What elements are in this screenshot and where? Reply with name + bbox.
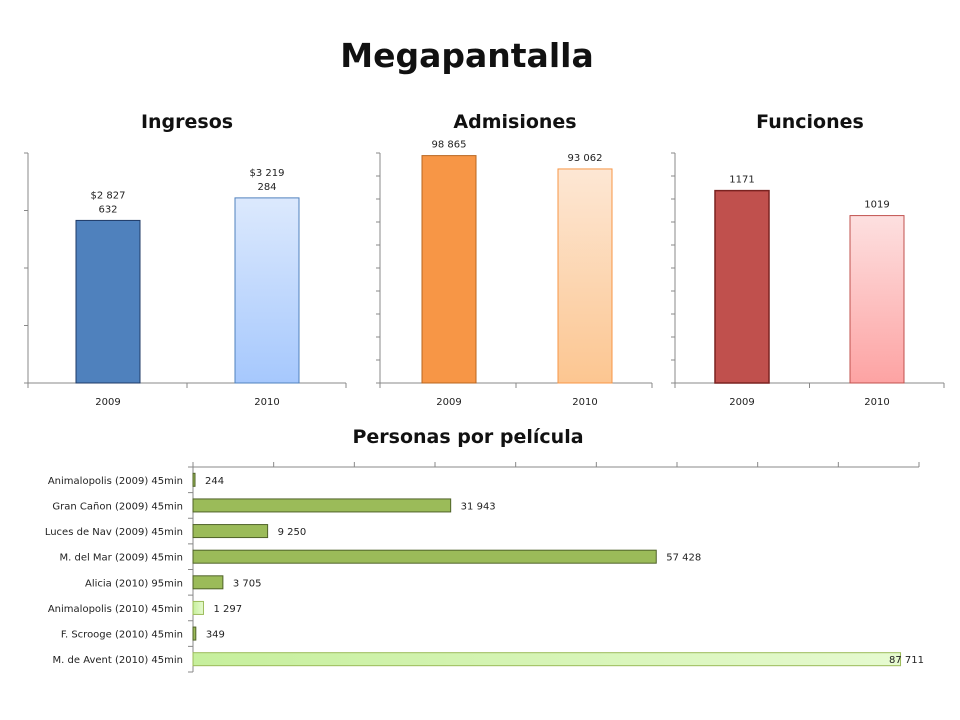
chart-title-admisiones: Admisiones xyxy=(453,111,577,133)
bar-2010 xyxy=(849,215,905,384)
bar-2010 xyxy=(234,197,300,384)
y-tick-label: M. de Avent (2010) 45min xyxy=(53,655,183,666)
bar-6 xyxy=(192,626,197,641)
bar-2010 xyxy=(557,168,613,384)
y-tick-label: Luces de Nav (2009) 45min xyxy=(45,527,183,538)
bar-0 xyxy=(192,472,196,487)
bar-4 xyxy=(192,575,224,590)
x-tick-label: 2010 xyxy=(254,397,279,408)
data-label: 284 xyxy=(257,182,276,193)
y-tick-label: F. Scrooge (2010) 45min xyxy=(61,630,183,641)
data-label: 1171 xyxy=(729,175,754,186)
chart-title-ingresos: Ingresos xyxy=(140,111,234,133)
chart-title-personas: Personas por película xyxy=(352,426,584,448)
y-tick-label: Gran Cañon (2009) 45min xyxy=(52,501,183,512)
x-tick-label: 2010 xyxy=(864,397,889,408)
x-tick-label: 2009 xyxy=(95,397,120,408)
bar-2009 xyxy=(75,219,141,384)
data-label: 3 705 xyxy=(233,578,262,589)
data-label: 1019 xyxy=(864,200,889,211)
y-tick-label: Animalopolis (2010) 45min xyxy=(48,604,183,615)
bar-2009 xyxy=(421,155,477,384)
data-label: 349 xyxy=(206,630,225,641)
chart-title-funciones: Funciones xyxy=(756,111,864,133)
y-tick-label: Alicia (2010) 95min xyxy=(85,578,183,589)
data-label: $2 827 xyxy=(91,190,126,201)
data-label: 1 297 xyxy=(213,604,242,615)
x-tick-label: 2009 xyxy=(436,397,461,408)
data-label: $3 219 xyxy=(250,168,285,179)
data-label: 244 xyxy=(205,476,224,487)
bar-5 xyxy=(192,600,204,615)
bar-1 xyxy=(192,498,452,513)
data-label: 57 428 xyxy=(666,553,701,564)
bar-3 xyxy=(192,549,657,564)
page-title: Megapantalla xyxy=(340,36,594,75)
y-tick-label: M. del Mar (2009) 45min xyxy=(59,553,183,564)
bar-7 xyxy=(192,652,902,667)
bar-2 xyxy=(192,524,269,539)
data-label: 31 943 xyxy=(461,501,496,512)
data-label: 98 865 xyxy=(432,140,467,151)
x-tick-label: 2010 xyxy=(572,397,597,408)
data-label: 632 xyxy=(98,204,117,215)
data-label: 87 711 xyxy=(889,655,924,666)
data-label: 9 250 xyxy=(278,527,307,538)
x-tick-label: 2009 xyxy=(729,397,754,408)
data-label: 93 062 xyxy=(568,153,603,164)
y-tick-label: Animalopolis (2009) 45min xyxy=(48,476,183,487)
bar-2009 xyxy=(714,189,770,384)
